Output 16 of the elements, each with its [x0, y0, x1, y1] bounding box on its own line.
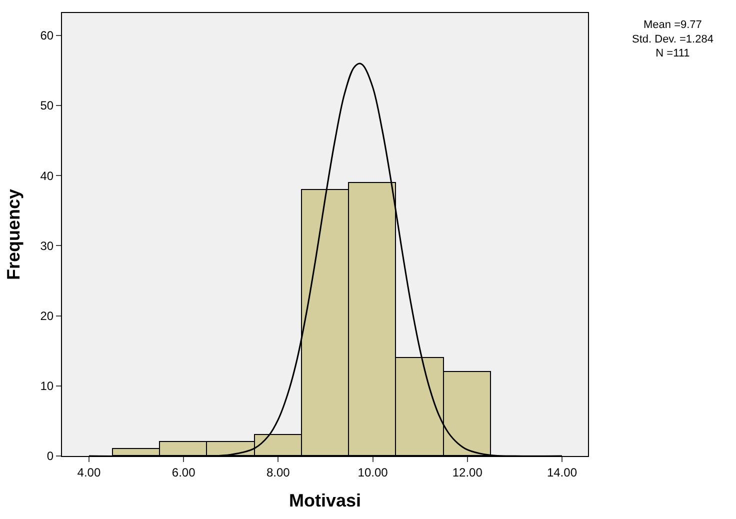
x-axis-title: Motivasi [288, 490, 362, 510]
y-tick-label: 0 [46, 449, 54, 464]
x-tick-label: 4.00 [77, 465, 101, 480]
text: Mean =9.77 Std. Dev. =1.284 N =111 [632, 19, 714, 60]
y-tick-label: 20 [40, 309, 54, 324]
x-tick-label: 14.00 [546, 465, 578, 480]
y-tick-label: 60 [40, 28, 54, 43]
x-tick-label: 12.00 [452, 465, 483, 480]
x-tick-label: 10.00 [358, 465, 388, 480]
y-tick-label: 40 [40, 168, 54, 183]
x-tick-label: 6.00 [172, 465, 196, 480]
x-tick-label: 8.00 [266, 465, 290, 480]
y-axis-title: Frequency [3, 188, 24, 280]
y-tick-label: 10 [40, 379, 54, 394]
y-tick-label: 50 [40, 98, 54, 113]
y-tick-label: 30 [40, 238, 54, 253]
